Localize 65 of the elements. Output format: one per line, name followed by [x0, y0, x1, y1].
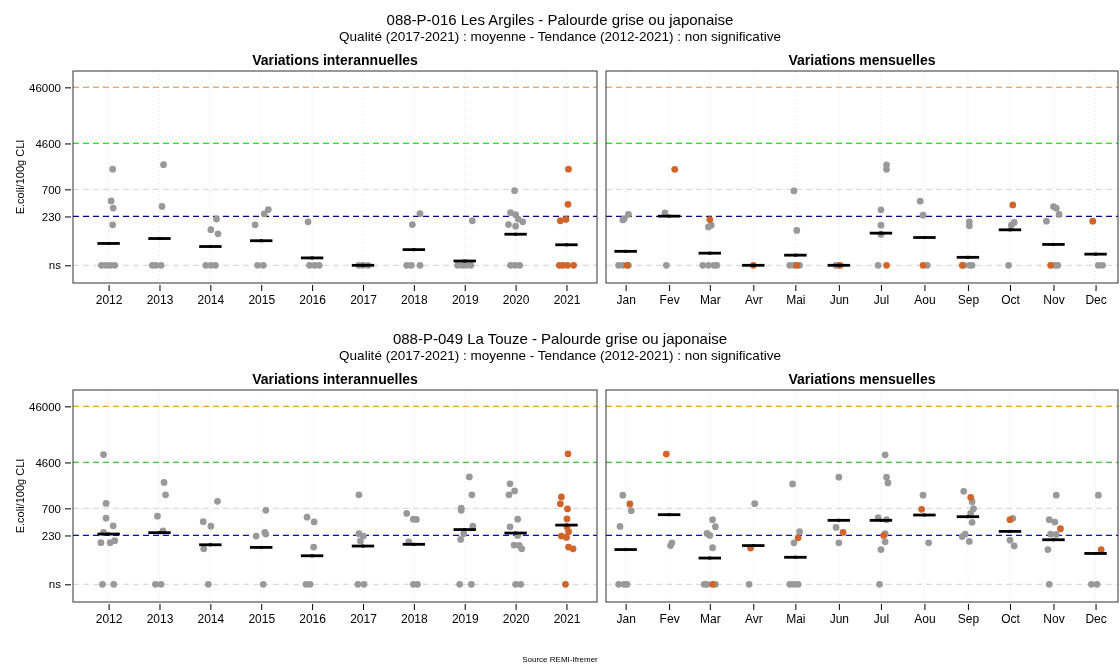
x-tick-label: 2012 [95, 611, 123, 626]
x-tick-label: Jun [829, 292, 850, 307]
x-tick-label: Nov [1043, 611, 1065, 626]
x-tick-label: 2019 [451, 292, 479, 307]
y-tick-label: ns [48, 259, 62, 272]
text: 088-P-049 La Touze - Palourde grise ou japonaise [392, 330, 728, 347]
y-tick-label: 700 [41, 502, 61, 515]
y-tick-label: 46000 [29, 81, 61, 94]
source-note: Source REMI-Ifremer [522, 655, 599, 664]
x-tick-label: Fev [659, 611, 680, 626]
x-tick-label: Mar [699, 292, 721, 307]
x-tick-label: Jun [829, 611, 850, 626]
x-tick-label: Mai [786, 611, 806, 626]
x-tick-label: Oct [1001, 292, 1021, 307]
x-tick-label: 2015 [248, 292, 276, 307]
y-tick-label: 700 [41, 183, 61, 196]
x-tick-label: Sep [957, 611, 980, 626]
x-tick-label: Dec [1085, 292, 1107, 307]
y-tick-label: ns [48, 578, 62, 591]
x-tick-label: Jul [873, 292, 890, 307]
x-tick-label: 2017 [350, 611, 378, 626]
y-tick-label: 4600 [35, 456, 61, 469]
x-tick-label: Fev [659, 292, 680, 307]
x-tick-label: Mai [786, 292, 806, 307]
text: Qualité (2017-2021) : moyenne - Tendance (2012-2021) : non significative [339, 29, 781, 44]
y-tick-label: 4600 [35, 137, 61, 150]
x-tick-label: 2017 [350, 292, 378, 307]
x-tick-label: 2014 [197, 611, 225, 626]
y-tick-label: 230 [41, 210, 61, 223]
chart-title: Variations interannuelles [252, 371, 419, 387]
y-tick-label: 46000 [29, 400, 61, 413]
chart-title: Variations interannuelles [252, 52, 419, 68]
x-tick-label: 2020 [502, 611, 530, 626]
x-tick-label: 2019 [451, 611, 479, 626]
x-tick-label: Nov [1043, 292, 1065, 307]
x-tick-label: Avr [744, 292, 763, 307]
x-tick-label: 2014 [197, 292, 225, 307]
y-tick-label: 230 [41, 529, 61, 542]
x-tick-label: Jan [616, 611, 636, 626]
x-tick-label: 2013 [146, 611, 174, 626]
x-tick-label: Sep [957, 292, 980, 307]
x-tick-label: 2018 [401, 292, 429, 307]
x-tick-label: Dec [1085, 611, 1107, 626]
x-tick-label: Jan [616, 292, 636, 307]
x-tick-label: Aou [914, 292, 936, 307]
x-tick-label: Oct [1001, 611, 1021, 626]
chart-title: Variations mensuelles [788, 371, 936, 387]
x-tick-label: 2015 [248, 611, 276, 626]
x-tick-label: Avr [744, 611, 763, 626]
x-tick-label: 2013 [146, 292, 174, 307]
y-axis-title: E.coli/100g CLI [14, 458, 26, 534]
text: 088-P-016 Les Argiles - Palourde grise ou japonaise [386, 11, 734, 28]
x-tick-label: 2018 [401, 611, 429, 626]
chart-title: Variations mensuelles [788, 52, 936, 68]
text: Qualité (2017-2021) : moyenne - Tendance (2012-2021) : non significative [339, 348, 781, 363]
x-tick-label: 2020 [502, 292, 530, 307]
x-tick-label: Aou [914, 611, 936, 626]
x-tick-label: 2021 [553, 292, 581, 307]
x-tick-label: 2021 [553, 611, 581, 626]
x-tick-label: 2012 [95, 292, 123, 307]
x-tick-label: 2016 [299, 292, 327, 307]
y-axis-title: E.coli/100g CLI [14, 139, 26, 215]
x-tick-label: 2016 [299, 611, 327, 626]
x-tick-label: Jul [873, 611, 890, 626]
x-tick-label: Mar [699, 611, 721, 626]
